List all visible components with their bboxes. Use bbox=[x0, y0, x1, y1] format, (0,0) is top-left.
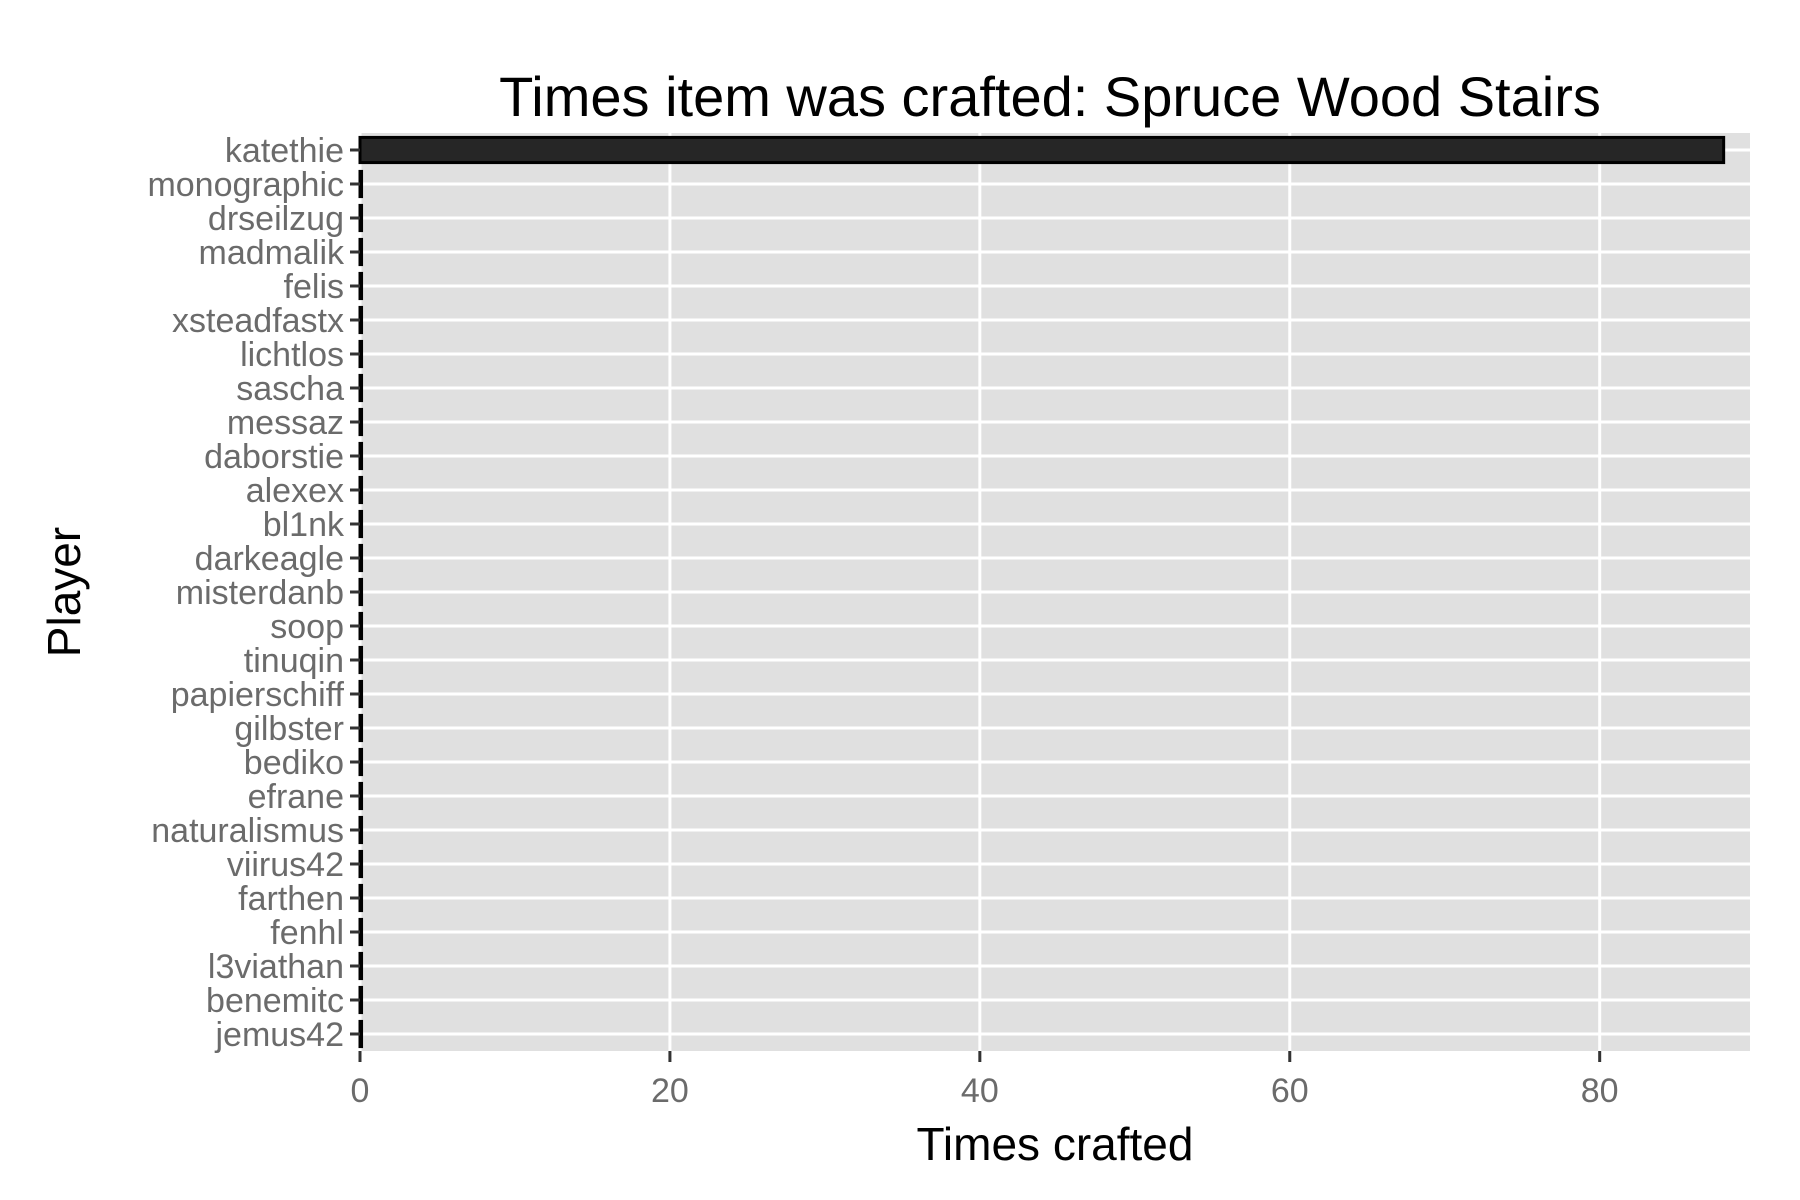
bar-bediko bbox=[358, 747, 364, 777]
bar-bl1nk bbox=[358, 509, 364, 539]
y-tick-label-xsteadfastx: xsteadfastx bbox=[172, 302, 344, 340]
y-tick-label-efrane: efrane bbox=[248, 778, 344, 816]
chart-title: Times item was crafted: Spruce Wood Stai… bbox=[499, 65, 1601, 128]
bar-drseilzug bbox=[358, 203, 364, 233]
bar-efrane bbox=[358, 781, 364, 811]
bar-xsteadfastx bbox=[358, 305, 364, 335]
y-tick-label-alexex: alexex bbox=[246, 472, 344, 510]
bar-monographic bbox=[358, 169, 364, 199]
x-axis: 0 20 40 60 80 bbox=[351, 1051, 1619, 1110]
y-tick-label-misterdanb: misterdanb bbox=[176, 574, 344, 612]
bar-viirus42 bbox=[358, 849, 364, 879]
x-axis-title: Times crafted bbox=[917, 1118, 1194, 1170]
bar-gilbster bbox=[358, 713, 364, 743]
y-axis-title: Player bbox=[38, 527, 90, 657]
x-tick-label: 60 bbox=[1271, 1072, 1309, 1110]
y-tick-label-l3viathan: l3viathan bbox=[208, 948, 344, 986]
grid-lines bbox=[358, 133, 1750, 1051]
bar-felis bbox=[358, 271, 364, 301]
y-tick-label-drseilzug: drseilzug bbox=[208, 200, 344, 238]
bar-madmalik bbox=[358, 237, 364, 267]
x-tick-label: 0 bbox=[351, 1072, 370, 1110]
bars bbox=[358, 135, 1726, 1049]
y-tick-label-sascha: sascha bbox=[236, 370, 344, 408]
y-tick-label-gilbster: gilbster bbox=[234, 710, 344, 748]
bar-fenhl bbox=[358, 917, 364, 947]
y-tick-label-tinuqin: tinuqin bbox=[244, 642, 344, 680]
bar-misterdanb bbox=[358, 577, 364, 607]
bar-papierschiff bbox=[358, 679, 364, 709]
bar-daborstie bbox=[358, 441, 364, 471]
y-tick-label-monographic: monographic bbox=[147, 166, 344, 204]
bar-katethie bbox=[358, 135, 1726, 165]
y-tick-label-darkeagle: darkeagle bbox=[195, 540, 344, 578]
x-tick-label: 40 bbox=[961, 1072, 999, 1110]
bar-l3viathan bbox=[358, 951, 364, 981]
bar-tinuqin bbox=[358, 645, 364, 675]
y-tick-label-daborstie: daborstie bbox=[204, 438, 344, 476]
y-tick-label-farthen: farthen bbox=[238, 880, 344, 918]
y-tick-label-naturalismus: naturalismus bbox=[151, 812, 344, 850]
y-tick-label-lichtlos: lichtlos bbox=[240, 336, 344, 374]
bar-lichtlos bbox=[358, 339, 364, 369]
bar-messaz bbox=[358, 407, 364, 437]
bar-sascha bbox=[358, 373, 364, 403]
y-tick-label-viirus42: viirus42 bbox=[227, 846, 344, 884]
x-tick-label: 20 bbox=[651, 1072, 689, 1110]
bar-alexex bbox=[358, 475, 364, 505]
y-tick-label-soop: soop bbox=[270, 608, 344, 646]
y-tick-label-felis: felis bbox=[284, 268, 344, 306]
y-tick-label-benemitc: benemitc bbox=[206, 982, 344, 1020]
bar-naturalismus bbox=[358, 815, 364, 845]
y-tick-label-jemus42: jemus42 bbox=[214, 1016, 344, 1054]
bar-soop bbox=[358, 611, 364, 641]
y-tick-label-fenhl: fenhl bbox=[270, 914, 344, 952]
bar-jemus42 bbox=[358, 1019, 364, 1049]
y-tick-label-bediko: bediko bbox=[244, 744, 344, 782]
y-axis: katethiemonographicdrseilzugmadmalikfeli… bbox=[147, 132, 360, 1054]
y-tick-label-madmalik: madmalik bbox=[199, 234, 345, 272]
bar-darkeagle bbox=[358, 543, 364, 573]
x-tick-label: 80 bbox=[1581, 1072, 1619, 1110]
bar-benemitc bbox=[358, 985, 364, 1015]
y-tick-label-papierschiff: papierschiff bbox=[171, 676, 345, 714]
bar-farthen bbox=[358, 883, 364, 913]
y-tick-label-messaz: messaz bbox=[227, 404, 344, 442]
y-tick-label-katethie: katethie bbox=[225, 132, 344, 170]
y-tick-label-bl1nk: bl1nk bbox=[263, 506, 345, 544]
